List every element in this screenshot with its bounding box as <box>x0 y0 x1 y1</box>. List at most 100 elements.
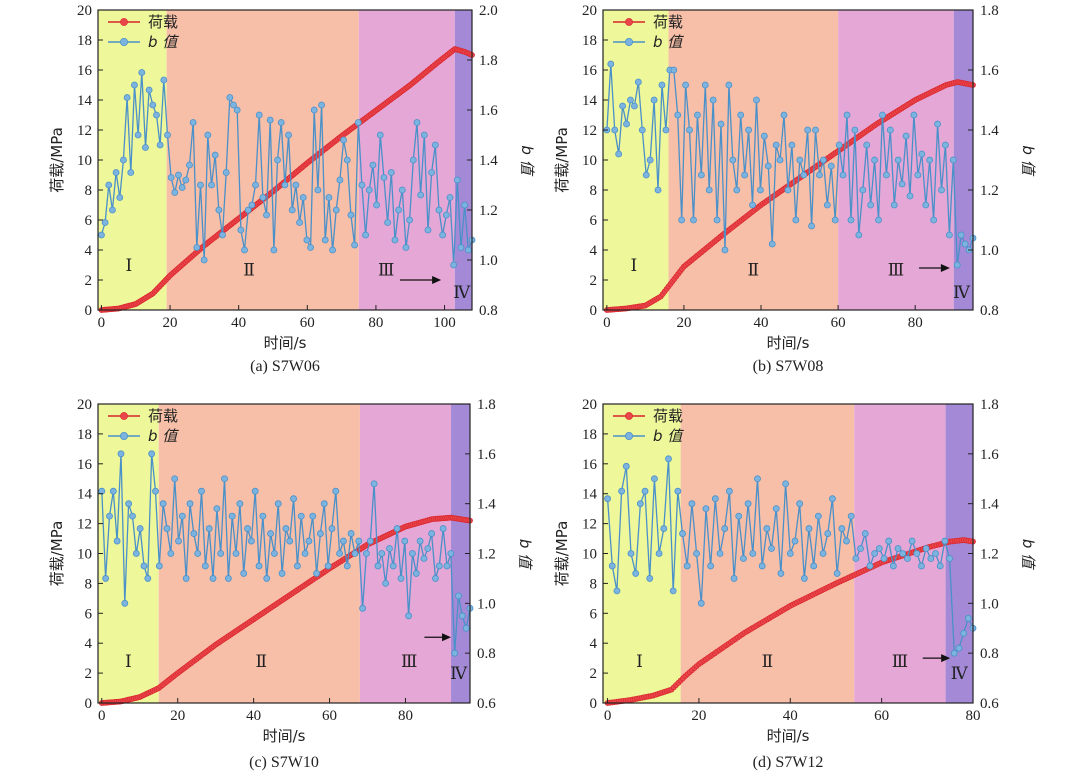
b-value-point <box>780 111 788 119</box>
b-value-point <box>792 216 800 224</box>
b-value-point <box>922 201 930 209</box>
b-value-point <box>945 231 953 239</box>
b-value-point <box>248 201 256 209</box>
b-value-point <box>413 119 421 126</box>
b-value-point <box>340 537 347 545</box>
x-tick-label: 0 <box>604 708 612 724</box>
b-value-point <box>694 111 701 119</box>
b-value-point <box>358 181 366 189</box>
b-value-point <box>611 126 619 134</box>
b-value-point <box>819 156 827 164</box>
b-value-point <box>175 171 182 179</box>
b-value-point <box>816 171 823 179</box>
b-value-point <box>839 171 847 179</box>
b-value-point <box>688 500 696 508</box>
b-value-point <box>457 244 465 251</box>
b-value-point <box>428 169 436 176</box>
b-value-point <box>607 60 615 68</box>
b-value-point <box>343 562 351 570</box>
y-left-tick-label: 2 <box>85 273 93 289</box>
x-tick-label: 60 <box>322 708 337 724</box>
b-value-point <box>431 141 439 149</box>
b-value-point <box>131 81 138 89</box>
b-value-point <box>776 156 784 164</box>
b-value-point <box>359 604 367 612</box>
b-value-point <box>201 562 209 570</box>
legend-b-marker <box>120 38 129 47</box>
b-value-point <box>134 131 142 139</box>
b-value-point <box>233 106 241 114</box>
b-value-point <box>646 156 654 164</box>
b-value-point <box>744 500 752 508</box>
b-value-point <box>725 81 733 89</box>
b-value-point <box>278 570 286 577</box>
y-left-tick-label: 20 <box>77 3 92 19</box>
y-right-tick-label: 1.6 <box>980 63 999 79</box>
b-value-point <box>351 241 358 249</box>
b-value-point <box>274 500 282 508</box>
y-left-tick-label: 14 <box>582 93 598 109</box>
y-left-tick-label: 0 <box>590 303 598 319</box>
b-value-point <box>190 530 198 537</box>
y-left-axis-label: 荷载/MPa <box>553 127 571 193</box>
b-value-point <box>189 119 197 126</box>
b-value-point <box>336 176 344 184</box>
b-value-point <box>102 575 110 582</box>
b-value-point <box>113 537 121 545</box>
y-left-tick-label: 18 <box>77 427 92 443</box>
arrow-head <box>941 654 951 663</box>
b-value-point <box>163 525 171 532</box>
b-value-point <box>859 186 867 194</box>
b-value-point <box>721 246 729 254</box>
legend-load-marker <box>625 18 633 26</box>
b-value-point <box>420 555 428 562</box>
x-tick-label: 0 <box>98 315 106 331</box>
b-value-point <box>313 570 320 577</box>
b-value-point <box>910 111 918 119</box>
b-value-point <box>149 101 157 109</box>
y-left-tick-label: 20 <box>77 397 92 413</box>
b-value-point <box>772 141 780 149</box>
b-value-point <box>270 246 278 254</box>
y-left-tick-label: 4 <box>590 636 598 652</box>
b-value-point <box>288 206 296 214</box>
b-value-point <box>741 171 749 179</box>
b-value-point <box>464 246 472 254</box>
b-value-point <box>632 570 640 577</box>
b-value-point <box>650 96 658 104</box>
b-value-point <box>938 186 945 194</box>
b-value-point <box>764 162 772 170</box>
arrow-head <box>940 264 950 272</box>
b-value-point <box>855 231 863 239</box>
stage-label-4: Ⅳ <box>953 283 971 302</box>
b-value-point <box>861 530 869 537</box>
stage-band-1 <box>98 10 167 310</box>
x-axis-label: 时间/s <box>767 334 810 352</box>
b-value-point <box>369 161 377 169</box>
y-left-tick-label: 12 <box>77 517 92 533</box>
b-value-point <box>259 512 267 520</box>
chart-panel-b: Ⅰ Ⅱ Ⅲ Ⅳ 荷载 b 值 0 20 40 60 80 0 2 4 6 8 10 12 14 16 18 20 0.8 1.… <box>553 3 1037 375</box>
b-value-point <box>204 131 212 139</box>
b-value-point <box>693 550 700 557</box>
b-value-point <box>193 244 201 251</box>
y-right-tick-label: 1.6 <box>479 103 498 119</box>
y-left-tick-label: 10 <box>582 547 597 563</box>
y-left-tick-label: 12 <box>77 123 92 139</box>
legend-b-marker <box>625 38 634 47</box>
y-right-tick-label: 1.0 <box>980 596 999 612</box>
y-left-tick-label: 18 <box>77 33 92 49</box>
legend-load-label: 荷载 <box>148 13 178 31</box>
b-value-point <box>791 537 799 545</box>
stage-label-1: Ⅰ <box>636 652 643 671</box>
b-value-point <box>321 236 329 244</box>
b-value-point <box>782 480 789 488</box>
b-value-point <box>709 96 717 104</box>
b-value-point <box>808 222 815 230</box>
stage-band-1 <box>603 10 669 310</box>
b-value-point <box>737 111 745 119</box>
b-value-point <box>159 500 167 508</box>
y-left-tick-label: 10 <box>77 153 92 169</box>
b-value-point <box>711 495 719 503</box>
b-value-point <box>266 116 274 124</box>
